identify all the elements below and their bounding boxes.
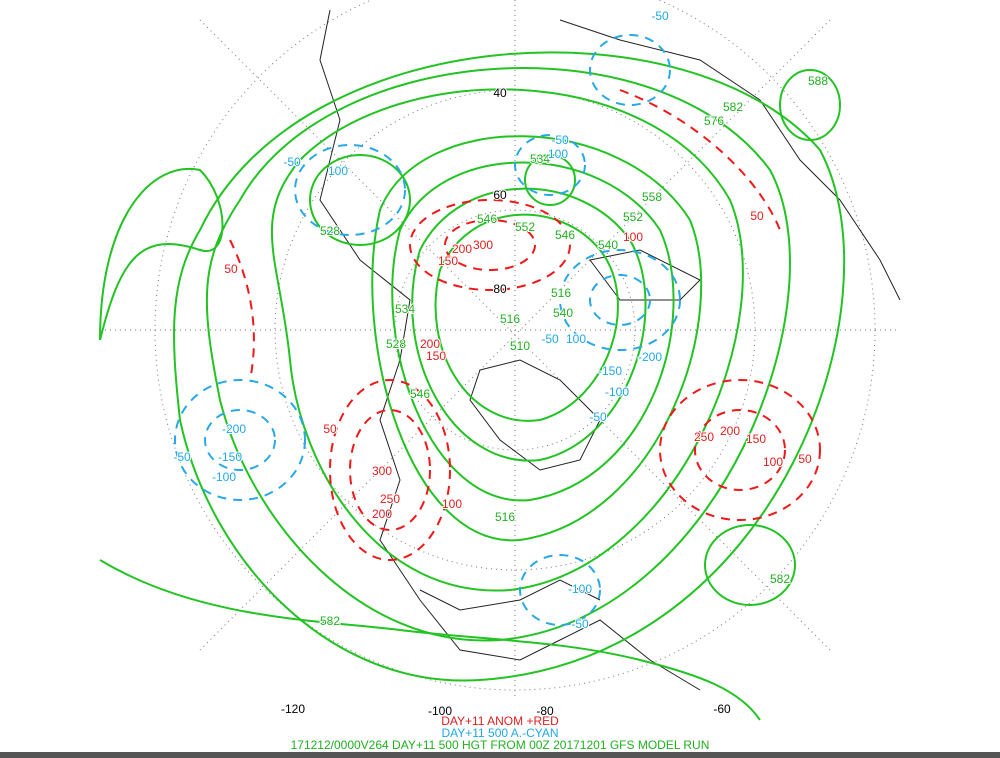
grid-label: 40 bbox=[493, 86, 507, 100]
grid-label: 60 bbox=[493, 188, 507, 202]
caption-line: 171212/0000V264 DAY+11 500 HGT FROM 00Z … bbox=[291, 738, 710, 752]
grid-label: -100 bbox=[428, 704, 452, 718]
anomaly-label: 150 bbox=[746, 432, 766, 446]
height-contours bbox=[99, 51, 846, 721]
height-label: 546 bbox=[410, 387, 430, 401]
bottom-bar bbox=[0, 752, 1000, 758]
anomaly-label: -50 bbox=[551, 133, 569, 147]
anomaly-label: 100 bbox=[442, 497, 462, 511]
caption-line: DAY+11 500 A.-CYAN bbox=[441, 726, 558, 740]
anomaly-label: -200 bbox=[638, 350, 662, 364]
anomaly-label: -50 bbox=[283, 155, 301, 169]
coastlines bbox=[319, 9, 901, 691]
anomaly-label: -100 bbox=[605, 385, 629, 399]
height-label: 546 bbox=[477, 212, 497, 226]
height-label: 558 bbox=[642, 190, 662, 204]
height-label: 516 bbox=[551, 286, 571, 300]
height-label: 552 bbox=[515, 220, 535, 234]
anomaly-label: -100 bbox=[212, 470, 236, 484]
height-label: 540 bbox=[553, 306, 573, 320]
anomaly-label: -50 bbox=[173, 450, 191, 464]
height-label: 552 bbox=[623, 210, 643, 224]
anomaly-label: -100 bbox=[568, 582, 592, 596]
anomaly-label: 200 bbox=[452, 242, 472, 256]
anomaly-label: 200 bbox=[372, 507, 392, 521]
anomaly-label: 50 bbox=[750, 209, 764, 223]
anomaly-label: 300 bbox=[372, 464, 392, 478]
anomaly-label: 100 bbox=[566, 332, 586, 346]
anomaly-label: 50 bbox=[798, 452, 812, 466]
anomaly-label: 150 bbox=[426, 349, 446, 363]
height-label: 528 bbox=[320, 224, 340, 238]
anomaly-label: 100 bbox=[623, 230, 643, 244]
height-label: 534 bbox=[530, 152, 550, 166]
height-label: 582 bbox=[723, 100, 743, 114]
anomaly-label: 100 bbox=[548, 147, 568, 161]
caption-line: DAY+11 ANOM +RED bbox=[441, 714, 559, 728]
anomaly-label: -150 bbox=[218, 450, 242, 464]
negative-anomaly-contours bbox=[174, 34, 681, 626]
height-label: 582 bbox=[320, 614, 340, 628]
grid-label: 80 bbox=[493, 282, 507, 296]
anomaly-label: -50 bbox=[571, 617, 589, 631]
anomaly-label: 150 bbox=[438, 254, 458, 268]
grid-label: -80 bbox=[536, 704, 554, 718]
height-label: 510 bbox=[510, 339, 530, 353]
height-label: 528 bbox=[386, 337, 406, 351]
grid-label: -60 bbox=[713, 702, 731, 716]
anomaly-label: -50 bbox=[651, 9, 669, 23]
grid-label: -120 bbox=[281, 702, 305, 716]
anomaly-label: 50 bbox=[323, 422, 337, 436]
anomaly-label: 300 bbox=[473, 238, 493, 252]
anomaly-label: 50 bbox=[224, 262, 238, 276]
height-label: 516 bbox=[495, 510, 515, 524]
anomaly-label: -50 bbox=[541, 332, 559, 346]
height-label: 540 bbox=[598, 238, 618, 252]
positive-anomaly-contours bbox=[229, 89, 821, 561]
height-label: 546 bbox=[555, 228, 575, 242]
anomaly-label: -50 bbox=[589, 410, 607, 424]
anomaly-label: 200 bbox=[720, 424, 740, 438]
anomaly-label: 250 bbox=[380, 492, 400, 506]
height-label: 582 bbox=[770, 572, 790, 586]
anomaly-label: -200 bbox=[222, 422, 246, 436]
height-label: 516 bbox=[500, 312, 520, 326]
height-label: 534 bbox=[395, 302, 415, 316]
anomaly-label: 250 bbox=[694, 430, 714, 444]
anomaly-label: 100 bbox=[763, 455, 783, 469]
anomaly-label: -150 bbox=[598, 364, 622, 378]
height-label: 576 bbox=[704, 114, 724, 128]
height-label: 588 bbox=[808, 74, 828, 88]
anomaly-label: 200 bbox=[420, 337, 440, 351]
anomaly-label: 100 bbox=[328, 164, 348, 178]
